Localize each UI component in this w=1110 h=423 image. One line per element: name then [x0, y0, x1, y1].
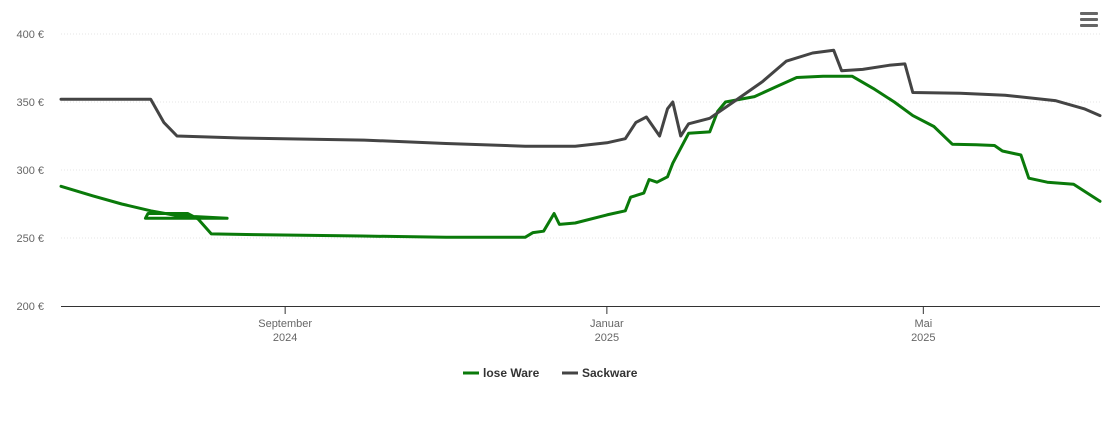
y-tick-label: 250 € — [16, 233, 44, 245]
x-tick-label-month: Januar — [590, 318, 624, 330]
grid-lines — [61, 33, 1100, 239]
x-tick-label-month: Mai — [914, 318, 932, 330]
y-tick-label: 300 € — [16, 165, 44, 177]
y-tick-label: 400 € — [16, 29, 44, 41]
legend-label: Sackware — [582, 366, 638, 380]
legend-item[interactable]: Sackware — [562, 366, 638, 380]
legend-label: lose Ware — [483, 366, 540, 380]
series-line — [59, 48, 1102, 148]
y-tick-label: 350 € — [16, 97, 44, 109]
legend-item[interactable]: lose Ware — [463, 366, 540, 380]
x-tick-label-year: 2025 — [595, 332, 619, 344]
x-tick-label-year: 2025 — [911, 332, 935, 344]
series-line — [59, 74, 1102, 239]
y-axis-tick-labels: 200 € 250 € 300 € 350 € 400 € — [16, 29, 44, 313]
x-axis: September 2024 Januar 2025 Mai 2025 — [61, 306, 1100, 344]
y-tick-label: 200 € — [16, 301, 44, 313]
x-tick-label-year: 2024 — [273, 332, 297, 344]
x-tick-label-month: September — [258, 318, 312, 330]
legend[interactable]: lose Ware Sackware — [463, 366, 638, 380]
hamburger-menu-icon[interactable] — [1080, 12, 1098, 28]
series-lines — [59, 48, 1102, 239]
